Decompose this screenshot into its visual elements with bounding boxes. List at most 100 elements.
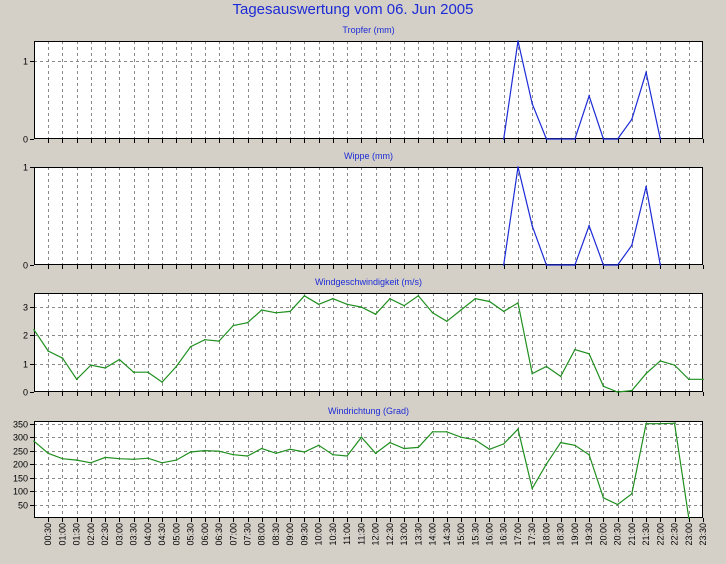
data-point <box>588 95 590 97</box>
data-point <box>47 350 49 352</box>
data-point <box>317 303 320 306</box>
data-point <box>132 458 135 461</box>
data-point <box>531 225 533 227</box>
x-tick-label: 07:30 <box>243 523 253 546</box>
x-tick-label: 22:00 <box>655 523 665 546</box>
x-tick-label: 08:00 <box>257 523 267 546</box>
data-point <box>389 441 391 444</box>
data-point <box>688 378 690 381</box>
x-tick-label: 16:00 <box>484 523 494 546</box>
panel-1: Tropfer (mm) 0 1 <box>23 25 704 145</box>
panel-title: Windrichtung (Grad) <box>328 406 409 416</box>
x-tick-label: 02:00 <box>86 523 96 546</box>
x-tick-label: 05:00 <box>171 523 181 546</box>
x-tick-label: 13:30 <box>413 523 423 546</box>
data-point <box>275 452 277 455</box>
y-tick-label: 300 <box>13 433 28 443</box>
data-point <box>232 453 235 456</box>
y-tick-label: 2 <box>23 331 28 341</box>
x-tick-label: 10:00 <box>314 523 324 546</box>
data-point <box>246 455 249 457</box>
data-point <box>75 459 78 461</box>
plot-area <box>34 167 703 265</box>
plot-frame <box>34 421 703 518</box>
x-tick-label: 18:30 <box>556 523 566 546</box>
data-point <box>645 185 647 188</box>
x-tick-label: 05:30 <box>186 523 196 546</box>
y-tick-label: 250 <box>13 447 28 457</box>
panel-title: Windgeschwindigkeit (m/s) <box>315 277 422 287</box>
data-point <box>559 441 562 444</box>
plot-frame <box>34 41 703 139</box>
panel-3: Windgeschwindigkeit (m/s) 0 1 2 3 <box>23 277 704 398</box>
data-point <box>175 459 178 461</box>
x-tick-label: 00:30 <box>43 523 53 546</box>
data-point <box>616 264 619 266</box>
data-point <box>588 225 590 227</box>
y-tick-label: 1 <box>23 360 28 370</box>
data-point <box>688 517 690 519</box>
data-point <box>488 300 491 303</box>
x-tick-label: 15:30 <box>470 523 480 546</box>
x-tick-label: 19:30 <box>584 523 594 546</box>
x-tick-label: 19:00 <box>570 523 580 546</box>
y-tick-label: 350 <box>13 420 28 430</box>
panel-2: Wippe (mm) 0 1 <box>23 151 704 271</box>
data-point <box>545 365 548 368</box>
data-point <box>104 367 106 369</box>
x-tick-label: 20:30 <box>613 523 623 546</box>
x-tick-label: 23:30 <box>698 523 708 546</box>
data-point <box>118 457 121 460</box>
x-tick-label: 17:00 <box>513 523 523 546</box>
x-tick-label: 12:30 <box>385 523 395 546</box>
x-tick-label: 09:30 <box>299 523 309 546</box>
x-tick-label: 09:00 <box>285 523 295 546</box>
y-tick-label: 200 <box>13 460 28 470</box>
data-point <box>659 422 662 425</box>
plot-frame <box>34 293 703 392</box>
data-point <box>417 295 420 297</box>
data-point <box>403 304 405 307</box>
data-point <box>218 340 220 342</box>
x-tick-label: 23:00 <box>684 523 694 546</box>
data-point <box>616 138 619 140</box>
data-point <box>90 364 92 366</box>
data-point <box>161 381 163 383</box>
y-tick-label: 1 <box>23 163 28 173</box>
data-point <box>360 306 363 308</box>
data-point <box>517 40 519 42</box>
x-tick-label: 06:00 <box>200 523 210 546</box>
data-point <box>61 357 64 359</box>
x-tick-label: 01:30 <box>72 523 82 546</box>
data-point <box>517 428 519 430</box>
x-tick-label: 01:00 <box>57 523 67 546</box>
data-point <box>474 297 477 300</box>
data-point <box>659 360 662 362</box>
data-point <box>446 431 448 433</box>
x-tick-label: 21:30 <box>641 523 651 546</box>
x-tick-label: 02:30 <box>100 523 110 546</box>
data-point <box>574 444 576 447</box>
data-point <box>417 446 420 449</box>
data-point <box>659 138 662 140</box>
x-tick-label: 07:00 <box>228 523 238 546</box>
data-point <box>474 439 477 441</box>
data-point <box>104 456 106 459</box>
data-point <box>602 138 605 140</box>
data-point <box>33 329 35 331</box>
data-point <box>545 264 548 266</box>
data-point <box>232 324 235 327</box>
x-tick-label: 14:00 <box>428 523 438 546</box>
data-point <box>346 455 348 457</box>
y-tick-label: 0 <box>23 388 28 398</box>
x-tick-label: 16:30 <box>499 523 509 546</box>
data-point <box>631 389 633 392</box>
x-tick-label: 06:30 <box>214 523 224 546</box>
data-point <box>545 138 548 140</box>
chart-title: Tagesauswertung vom 06. Jun 2005 <box>233 1 474 18</box>
y-tick-label: 3 <box>23 303 28 313</box>
data-point <box>517 302 519 304</box>
data-point <box>75 378 78 381</box>
data-point <box>303 295 306 297</box>
plot-area <box>34 293 703 392</box>
